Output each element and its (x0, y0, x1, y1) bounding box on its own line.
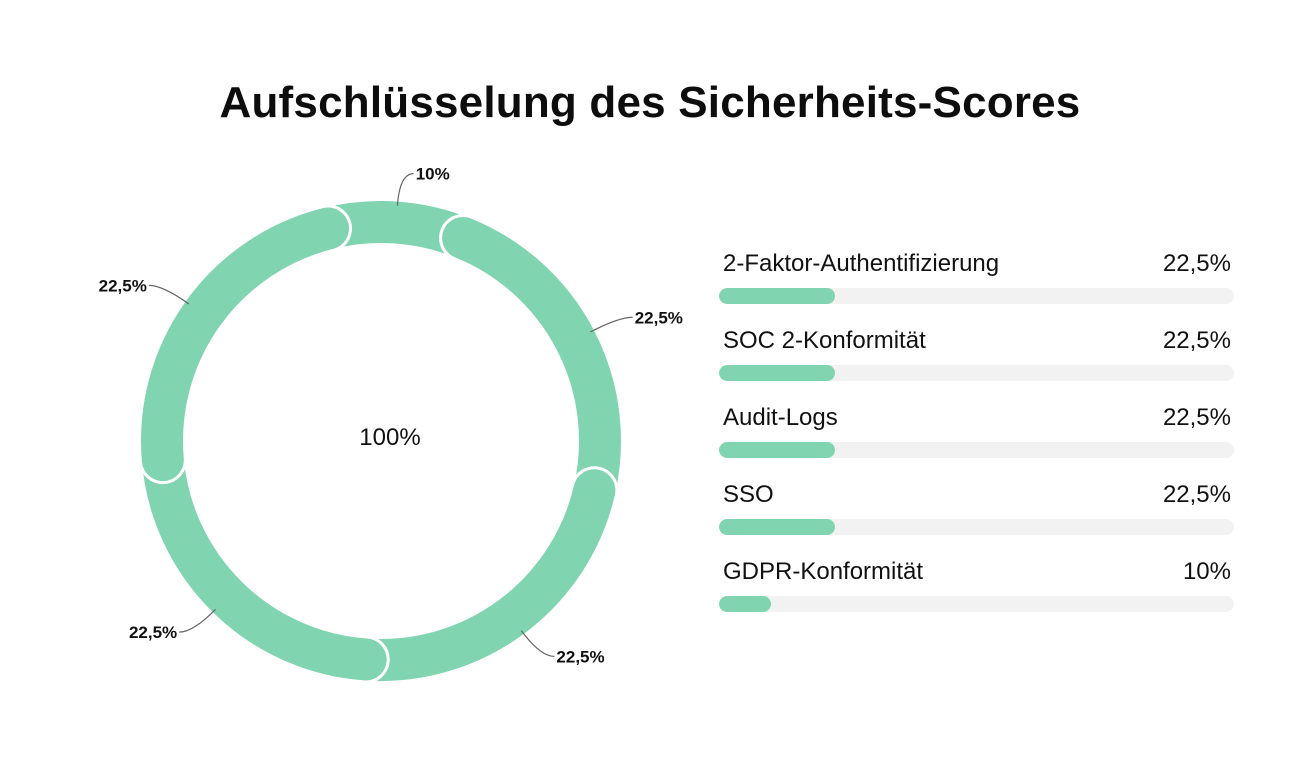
legend-progress-fill (719, 442, 835, 458)
legend-progress-track (719, 442, 1234, 458)
leader-line-2 (520, 630, 555, 658)
legend-item-name: SOC 2-Konformität (723, 327, 926, 354)
legend-item: SSO 22,5% (719, 479, 1234, 556)
legend: 2-Faktor-Authentifizierung 22,5% SOC 2-Kon… (719, 248, 1234, 633)
slice-label-3: 22,5% (129, 623, 177, 642)
legend-progress-fill (719, 519, 835, 535)
donut-slice-3 (141, 439, 387, 681)
donut-slice-2 (344, 469, 616, 681)
chart-title: Aufschlüsselung des Sicherheits-Scores (219, 78, 1081, 127)
slice-label-2: 22,5% (556, 647, 604, 666)
legend-item-value: 10% (1182, 558, 1231, 585)
donut-slices (138, 198, 624, 684)
leader-line-3 (179, 608, 217, 633)
legend-item-value: 22,5% (1162, 250, 1231, 277)
slice-label-4: 22,5% (99, 276, 147, 295)
legend-item-value: 22,5% (1162, 404, 1231, 431)
legend-progress-track (719, 288, 1234, 304)
legend-item: GDPR-Konformität 10% (719, 556, 1234, 633)
legend-item-name: Audit-Logs (723, 404, 838, 431)
slice-labels: 22,5% 22,5% 22,5% 22,5% 10% (99, 165, 683, 667)
leader-line-4 (148, 284, 190, 305)
leader-lines (148, 173, 633, 658)
legend-item-name: SSO (723, 481, 774, 508)
legend-progress-track (719, 519, 1234, 535)
legend-item-value: 22,5% (1162, 327, 1231, 354)
legend-item-name: 2-Faktor-Authentifizierung (723, 250, 1000, 277)
slice-label-1: 22,5% (635, 308, 683, 327)
legend-item: 2-Faktor-Authentifizierung 22,5% (719, 248, 1234, 325)
slice-label-5: 10% (416, 165, 450, 184)
legend-progress-fill (719, 596, 771, 612)
legend-item: SOC 2-Konformität 22,5% (719, 325, 1234, 402)
center-label: 100% (359, 424, 420, 451)
legend-item-value: 22,5% (1162, 481, 1231, 508)
legend-item: Audit-Logs 22,5% (719, 402, 1234, 479)
leader-line-1 (590, 316, 633, 333)
leader-line-5 (396, 173, 414, 206)
legend-progress-fill (719, 288, 835, 304)
legend-progress-fill (719, 365, 835, 381)
legend-progress-track (719, 596, 1234, 612)
donut-slice-1 (442, 216, 621, 512)
donut-slice-4 (141, 207, 350, 482)
legend-item-name: GDPR-Konformität (723, 558, 924, 585)
legend-progress-track (719, 365, 1234, 381)
